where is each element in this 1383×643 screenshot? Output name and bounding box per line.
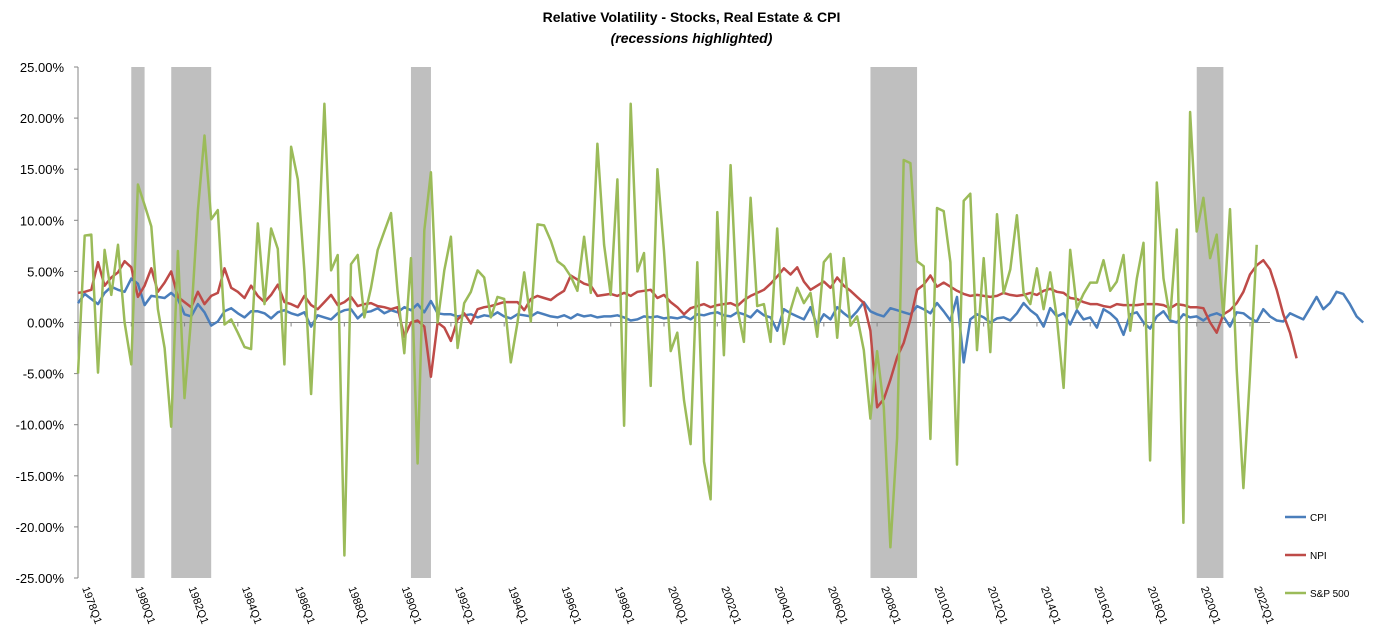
x-tick-label: 2004Q1 — [772, 585, 797, 626]
x-tick-label: 2012Q1 — [985, 585, 1010, 626]
x-tick-label: 2014Q1 — [1038, 585, 1063, 626]
y-tick-label: -5.00% — [23, 367, 65, 382]
legend-label-cpi: CPI — [1310, 513, 1327, 524]
x-tick-label: 1988Q1 — [346, 585, 371, 626]
series-line-cpi — [76, 277, 1365, 364]
chart-subtitle: (recessions highlighted) — [610, 30, 773, 46]
series-line-npi — [77, 258, 1298, 409]
y-tick-label: 0.00% — [27, 316, 64, 331]
legend-label-npi: NPI — [1310, 551, 1327, 562]
x-tick-label: 2010Q1 — [932, 585, 957, 626]
x-tick-label: 1986Q1 — [292, 585, 317, 626]
series-line-s-p-500 — [76, 102, 1258, 557]
legend-label-s-p-500: S&P 500 — [1310, 589, 1350, 600]
x-tick-label: 2018Q1 — [1145, 585, 1170, 626]
x-tick-label: 1978Q1 — [79, 585, 104, 626]
y-tick-label: 10.00% — [20, 213, 65, 228]
x-tick-label: 1982Q1 — [186, 585, 211, 626]
y-tick-label: 5.00% — [27, 264, 64, 279]
x-tick-label: 1980Q1 — [132, 585, 157, 626]
y-tick-label: -15.00% — [16, 469, 65, 484]
x-tick-label: 1998Q1 — [612, 585, 637, 626]
x-tick-label: 1994Q1 — [505, 585, 530, 626]
y-tick-label: 20.00% — [20, 111, 65, 126]
y-tick-label: 15.00% — [20, 162, 65, 177]
x-tick-label: 1996Q1 — [559, 585, 584, 626]
x-tick-label: 1984Q1 — [239, 585, 264, 626]
x-tick-label: 2008Q1 — [878, 585, 903, 626]
chart-title: Relative Volatility - Stocks, Real Estat… — [542, 9, 841, 25]
x-tick-label: 2002Q1 — [718, 585, 743, 626]
x-tick-label: 2000Q1 — [665, 585, 690, 626]
x-tick-label: 1992Q1 — [452, 585, 477, 626]
y-tick-label: -10.00% — [16, 418, 65, 433]
y-tick-label: -20.00% — [16, 520, 65, 535]
x-tick-label: 2006Q1 — [825, 585, 850, 626]
x-tick-label: 2022Q1 — [1251, 585, 1276, 626]
x-tick-label: 2016Q1 — [1091, 585, 1116, 626]
x-tick-label: 1990Q1 — [399, 585, 424, 626]
x-tick-label: 2020Q1 — [1198, 585, 1223, 626]
y-tick-label: 25.00% — [20, 60, 65, 75]
y-tick-label: -25.00% — [16, 571, 65, 586]
